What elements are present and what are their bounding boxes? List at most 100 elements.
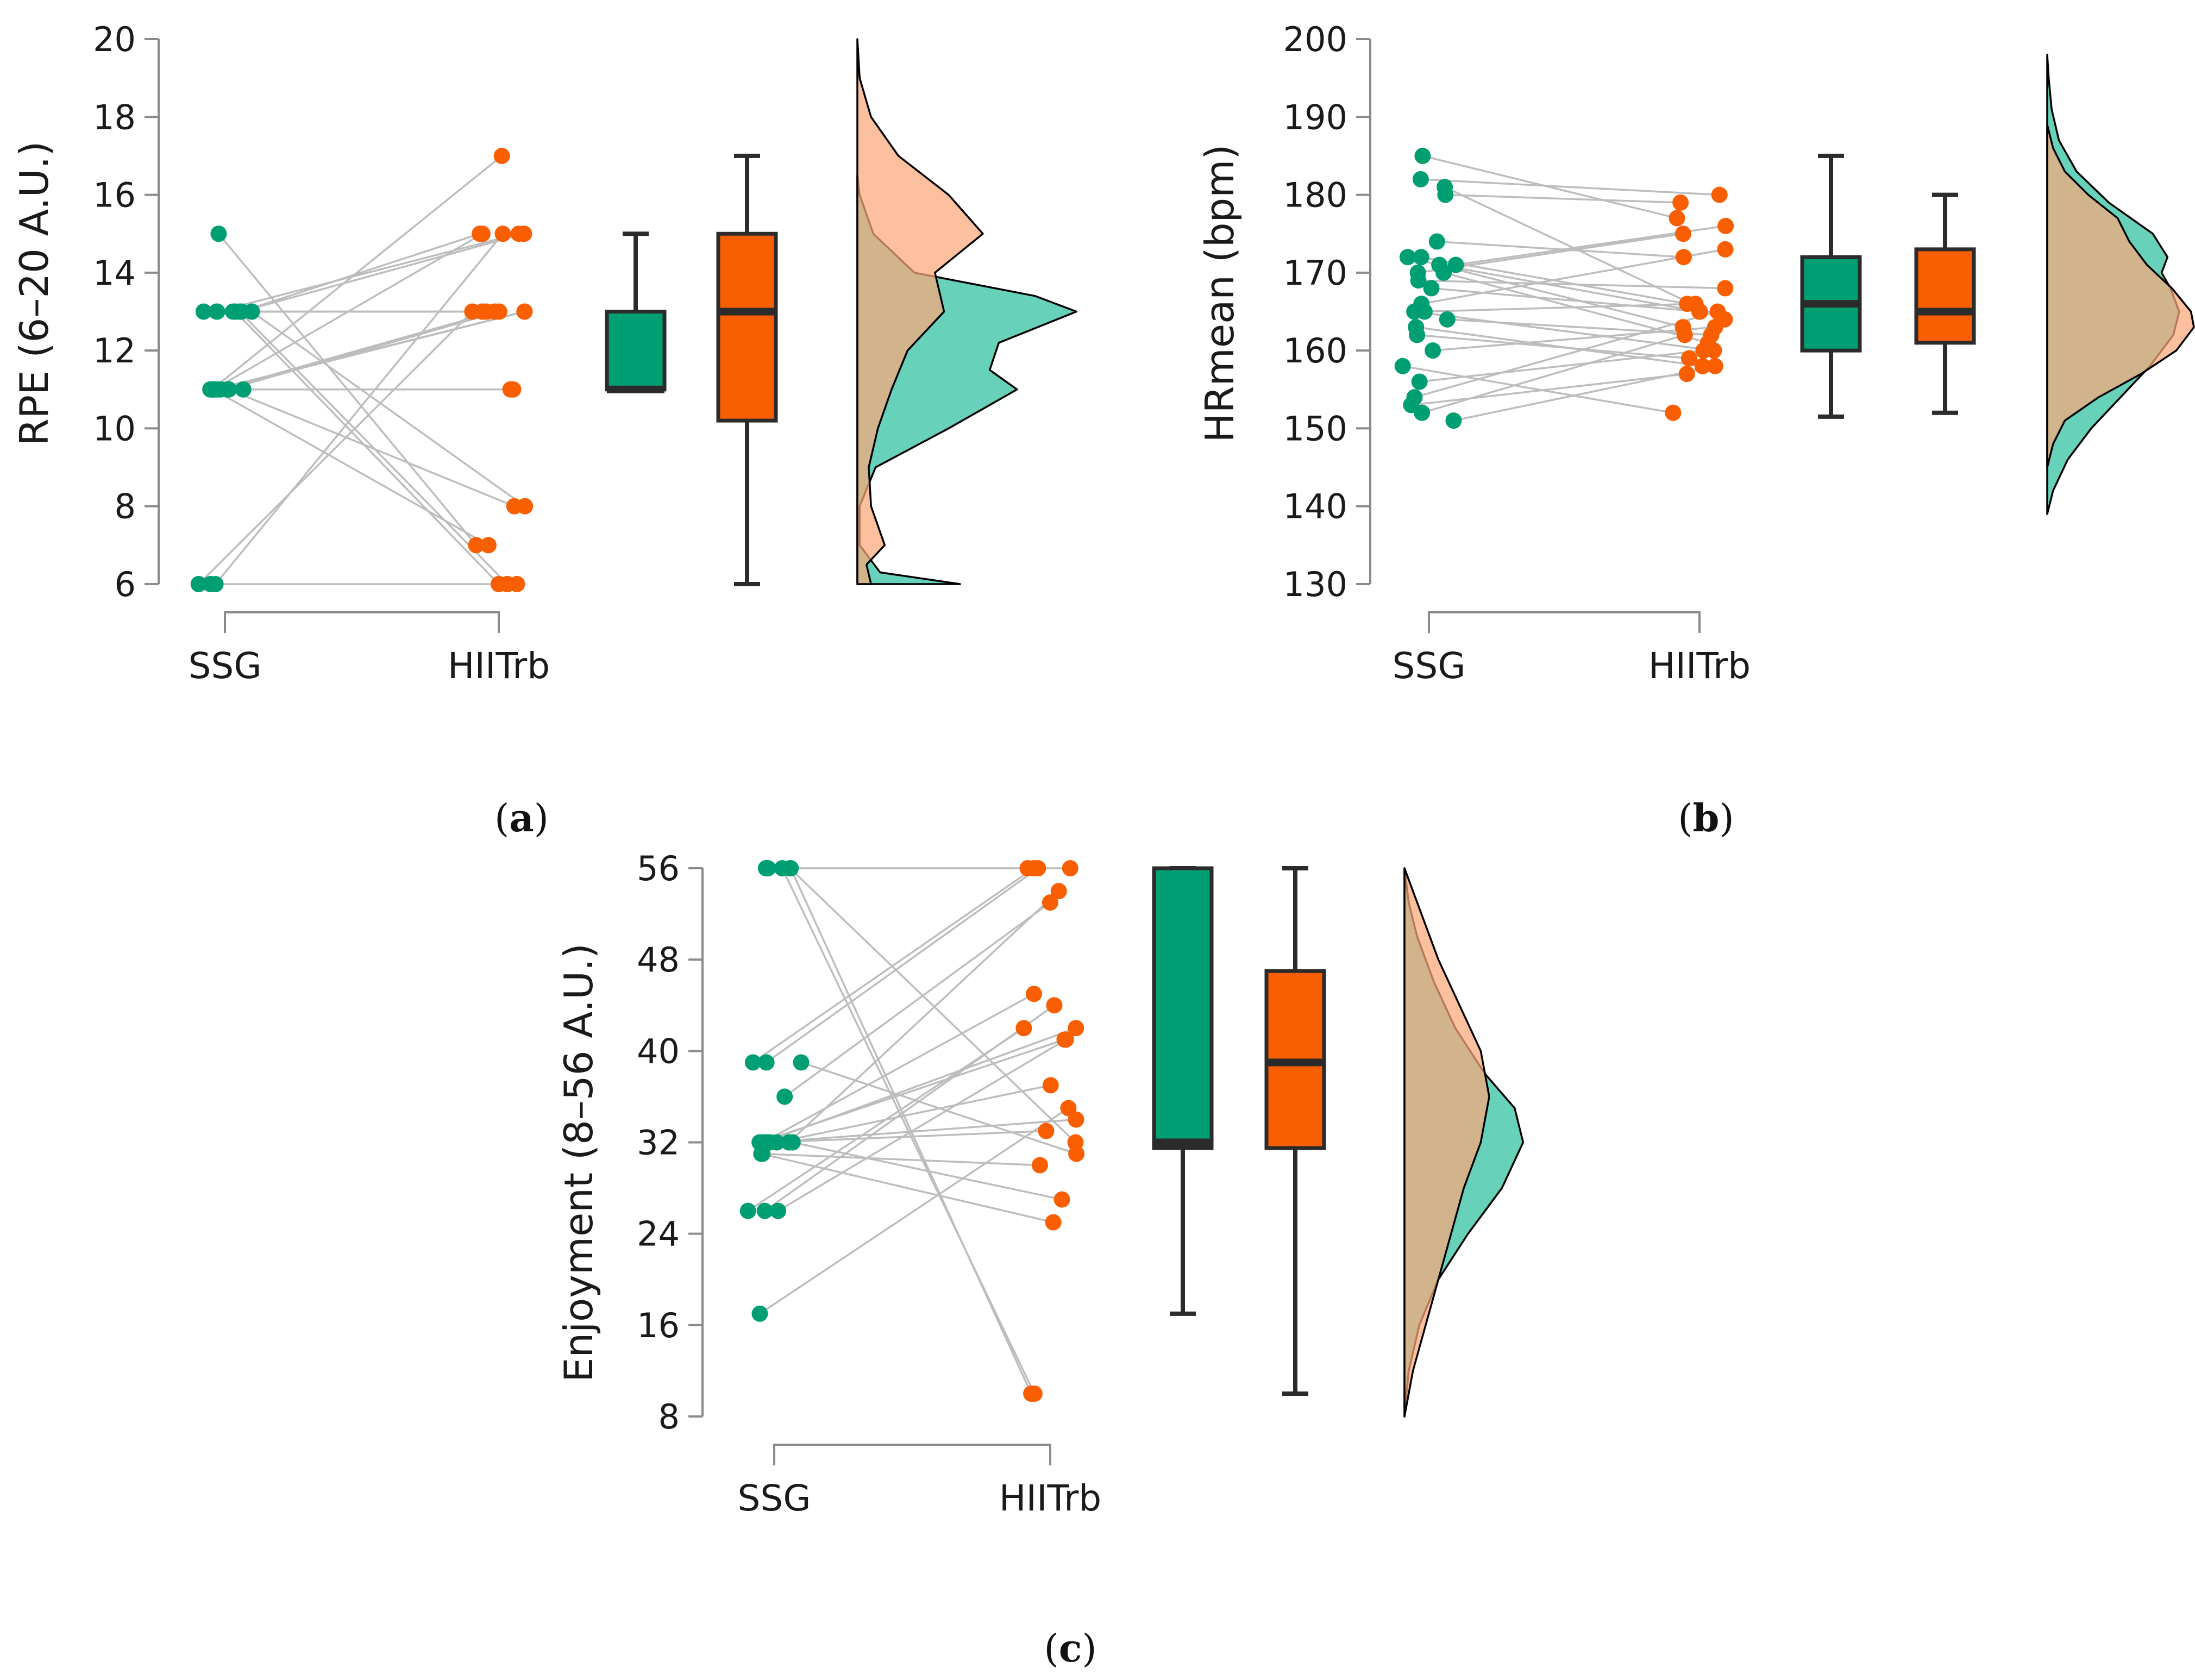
- boxplots: [605, 153, 778, 586]
- x-axis-bracket: [1428, 611, 1701, 633]
- y-tick-label: 12: [93, 331, 136, 371]
- ssg-point: [190, 576, 207, 592]
- ssg-point: [774, 860, 791, 876]
- ssg-point: [231, 303, 248, 320]
- hiit-point: [1717, 241, 1734, 258]
- paired-line: [788, 890, 1059, 1143]
- y-tick-label: 32: [637, 1123, 680, 1163]
- ssg-point: [1425, 342, 1441, 359]
- ssg-point: [757, 860, 774, 876]
- paired-line: [1444, 186, 1726, 321]
- paired-line: [1422, 155, 1677, 220]
- paired-line: [211, 155, 503, 391]
- hiit-point: [1694, 358, 1711, 374]
- hiit-point: [464, 303, 481, 320]
- paired-line: [228, 388, 515, 507]
- y-tick-label: 16: [93, 175, 136, 215]
- y-tick-label: 180: [1283, 175, 1347, 215]
- y-axis-title: Enjoyment (8–56 A.U.): [556, 943, 601, 1382]
- hiit-point: [1678, 366, 1695, 383]
- hiit-point: [1665, 404, 1682, 421]
- x-axis-bracket: [224, 611, 500, 633]
- y-tick-label: 18: [93, 97, 136, 137]
- paired-line: [1414, 310, 1714, 352]
- hiit-density: [856, 38, 984, 585]
- hiit-point: [1709, 303, 1726, 320]
- axes: 6 8 10 12 14 16 18 20 SSG HIITrb: [93, 20, 550, 687]
- y-tick-label: 140: [1283, 487, 1347, 526]
- paired-line: [215, 233, 504, 585]
- hiit-boxplot: [716, 153, 778, 586]
- ssg-point: [210, 225, 227, 242]
- paired-line: [1453, 365, 1716, 422]
- axes: 8 16 24 32 40 48 56 SSG HIITrb: [637, 849, 1101, 1519]
- paired-line: [1432, 326, 1715, 352]
- paired-line: [241, 233, 480, 313]
- paired-line: [762, 1152, 1040, 1167]
- panel-label: (c): [1044, 1626, 1096, 1671]
- paired-lines: [1402, 155, 1726, 422]
- hiit-point: [1015, 1020, 1032, 1037]
- paired-line: [752, 867, 1034, 1063]
- x-group-label: HIITrb: [448, 645, 550, 687]
- paired-line: [1431, 287, 1700, 313]
- boxplots: [1800, 153, 1976, 419]
- ssg-point: [1414, 404, 1431, 421]
- paired-line: [213, 233, 483, 391]
- paired-line: [769, 1130, 1046, 1144]
- y-tick-label: 6: [115, 565, 136, 604]
- paired-line: [784, 901, 1051, 1098]
- ssg-boxplot: [1152, 866, 1214, 1316]
- paired-line: [759, 1038, 1065, 1144]
- paired-lines: [747, 867, 1077, 1394]
- iqr-box: [716, 231, 778, 423]
- ssg-boxplot: [605, 231, 667, 393]
- paired-line: [1414, 310, 1718, 398]
- paired-line: [762, 993, 1034, 1144]
- paired-line: [1439, 264, 1700, 313]
- ssg-point: [1399, 249, 1416, 266]
- hiit-point: [1068, 1111, 1084, 1128]
- hiit-boxplot: [1264, 866, 1326, 1396]
- ssg-point: [209, 303, 225, 320]
- paired-line: [1421, 334, 1685, 414]
- paired-line: [240, 233, 524, 313]
- paired-lines: [198, 155, 526, 585]
- boxplots: [1152, 866, 1326, 1396]
- hiit-point: [1042, 894, 1058, 911]
- ssg-point: [1394, 358, 1411, 374]
- hiit-point: [1045, 1214, 1062, 1231]
- paired-line: [1445, 193, 1681, 204]
- hiit-boxplot: [1914, 192, 1976, 415]
- ssg-point: [776, 1088, 793, 1105]
- paired-line: [764, 1004, 1055, 1212]
- y-tick-label: 150: [1283, 409, 1347, 448]
- data-points: [739, 860, 1085, 1402]
- hiit-point: [1053, 1191, 1070, 1208]
- paired-line: [1402, 365, 1673, 414]
- y-tick-label: 8: [658, 1397, 680, 1437]
- ssg-point: [784, 1134, 801, 1151]
- hiit-point: [1707, 358, 1723, 374]
- hiit-point: [1025, 860, 1042, 876]
- paired-line: [766, 867, 1039, 1063]
- ssg-point: [1409, 327, 1426, 343]
- panel-c: Enjoyment (8–56 A.U.) 8 16 24 32 40 48 56 SSG HI…: [556, 849, 1525, 1671]
- x-group-label: SSG: [189, 645, 262, 687]
- hiit-point: [1675, 225, 1691, 242]
- ssg-point: [205, 381, 222, 398]
- hiit-point: [1046, 997, 1063, 1014]
- ssg-point: [202, 576, 219, 592]
- hiit-density: [1403, 867, 1490, 1418]
- ssg-point: [195, 303, 212, 320]
- hiit-point: [1680, 350, 1697, 367]
- paired-line: [1421, 248, 1726, 305]
- density-plots: [2046, 53, 2195, 515]
- paired-line: [777, 1038, 1067, 1212]
- hiit-point: [1676, 327, 1693, 343]
- hiit-point: [494, 225, 511, 242]
- paired-line: [1420, 178, 1720, 196]
- ssg-boxplot: [1800, 153, 1862, 419]
